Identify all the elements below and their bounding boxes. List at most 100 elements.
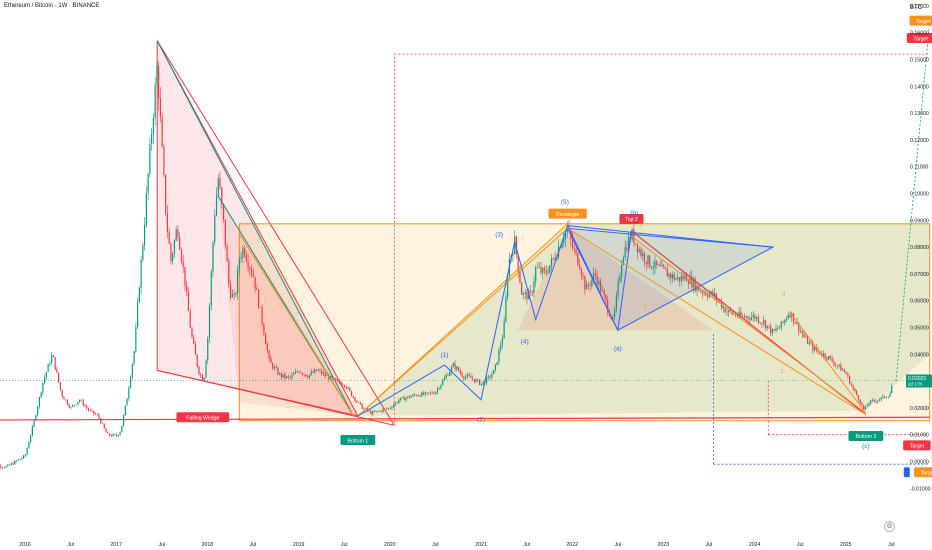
- wave-c-label: (c): [862, 443, 870, 450]
- candle-body: [515, 236, 518, 255]
- wedge-upper-line[interactable]: [156, 40, 395, 426]
- rising-channel-lower[interactable]: [357, 227, 568, 417]
- candle-body: [124, 405, 126, 416]
- candle-body: [875, 401, 877, 402]
- candle-body: [817, 350, 819, 352]
- descending-orange-line-2[interactable]: [567, 227, 867, 416]
- candle-body: [535, 267, 537, 282]
- candle-body: [168, 231, 170, 244]
- y-tick-label: 0.08000: [910, 245, 929, 251]
- candle-body: [661, 265, 663, 267]
- bottom-1-label[interactable]: Bottom 1: [347, 438, 368, 444]
- target-red-low-label[interactable]: Target: [910, 444, 925, 450]
- candle-body: [229, 284, 232, 298]
- candle-body: [72, 405, 74, 407]
- candle-body: [670, 273, 672, 279]
- candle-body: [347, 387, 349, 389]
- candle-body: [612, 317, 614, 320]
- wedge-lower-line[interactable]: [157, 369, 395, 426]
- target-green-up[interactable]: [895, 21, 931, 382]
- falling-wedge-label[interactable]: Falling Wedge: [186, 415, 219, 421]
- settings-icon[interactable]: ⚙: [884, 521, 895, 532]
- candle-body: [571, 239, 574, 249]
- rectangle-label[interactable]: Rectangle: [556, 212, 579, 218]
- target-red-label[interactable]: Target: [913, 36, 928, 42]
- candle-body: [100, 418, 102, 424]
- x-tick-label: Jul: [158, 542, 165, 548]
- candle-body: [426, 392, 428, 394]
- elliott-wave-line[interactable]: [357, 224, 867, 417]
- candles: [0, 60, 893, 470]
- falling-wedge-inner: [218, 196, 358, 416]
- sub-wave-1-label: 1: [644, 303, 647, 309]
- y-tick-label: 0.02000: [910, 406, 929, 412]
- sub-wave-4-label: 4: [782, 291, 785, 297]
- triangle-upper-line[interactable]: [567, 225, 773, 248]
- candle-body: [833, 361, 835, 365]
- current-price-badge: [906, 374, 932, 388]
- candle-body: [14, 460, 16, 465]
- candle-body: [5, 466, 7, 468]
- rectangle-zone[interactable]: [238, 223, 931, 422]
- candle-body: [210, 271, 212, 306]
- candle-body: [103, 423, 105, 429]
- wedge-green-line[interactable]: [156, 40, 354, 417]
- target-orange-low-label[interactable]: Target: [921, 470, 932, 476]
- wave-4-line[interactable]: [788, 311, 867, 414]
- candle-body: [336, 379, 339, 381]
- candle-body: [806, 336, 809, 344]
- candle-body: [28, 442, 30, 449]
- candle-body: [342, 384, 344, 386]
- wave-b-label: (b): [630, 210, 638, 217]
- candle-body: [870, 400, 872, 404]
- candle-body: [184, 266, 186, 286]
- candle-body: [815, 346, 817, 351]
- candle-body: [770, 325, 772, 334]
- candle-body: [379, 410, 381, 412]
- candle-body: [152, 118, 154, 135]
- rising-channel-upper[interactable]: [357, 223, 568, 417]
- candle-body: [33, 420, 35, 427]
- candle-body: [600, 280, 602, 292]
- descending-orange-line[interactable]: [631, 235, 867, 414]
- bottom-2-label[interactable]: Bottom 2: [855, 434, 876, 440]
- candle-body: [215, 195, 218, 216]
- support-line[interactable]: [0, 416, 930, 421]
- candle-body: [294, 371, 297, 374]
- target-top-label[interactable]: Target: [916, 19, 931, 25]
- candle-body: [203, 377, 205, 381]
- candle-body: [98, 414, 100, 419]
- candle-body: [40, 392, 42, 398]
- candle-body: [443, 377, 446, 381]
- candle-body: [538, 267, 540, 269]
- candle-body: [207, 337, 209, 361]
- candle-body: [540, 267, 542, 273]
- candle-body: [149, 143, 151, 174]
- candle-body: [45, 371, 47, 378]
- candle-body: [761, 322, 763, 324]
- candle-body: [51, 355, 53, 364]
- candle-body: [151, 134, 153, 144]
- candle-body: [147, 173, 149, 194]
- candle-body: [889, 393, 891, 397]
- candle-body: [221, 187, 223, 205]
- candle-body: [345, 386, 347, 389]
- wedge-orange-line[interactable]: [238, 233, 354, 417]
- falling-wedge-label-bg: [176, 412, 230, 423]
- candle-body: [324, 372, 326, 376]
- wave-2-label: (2): [477, 416, 485, 423]
- candle-body: [17, 459, 19, 461]
- candle-body: [466, 374, 468, 377]
- candle-body: [552, 257, 554, 259]
- candle-body: [326, 375, 328, 376]
- candle-body: [343, 385, 346, 387]
- candle-body: [170, 243, 172, 261]
- candle-body: [824, 353, 826, 358]
- top-2-label[interactable]: Top 2: [625, 217, 638, 223]
- x-tick-label: 2019: [293, 542, 305, 548]
- candle-body: [222, 204, 225, 220]
- candle-body: [549, 265, 551, 273]
- candle-body: [187, 292, 190, 312]
- quote-unit: BTC: [910, 5, 922, 11]
